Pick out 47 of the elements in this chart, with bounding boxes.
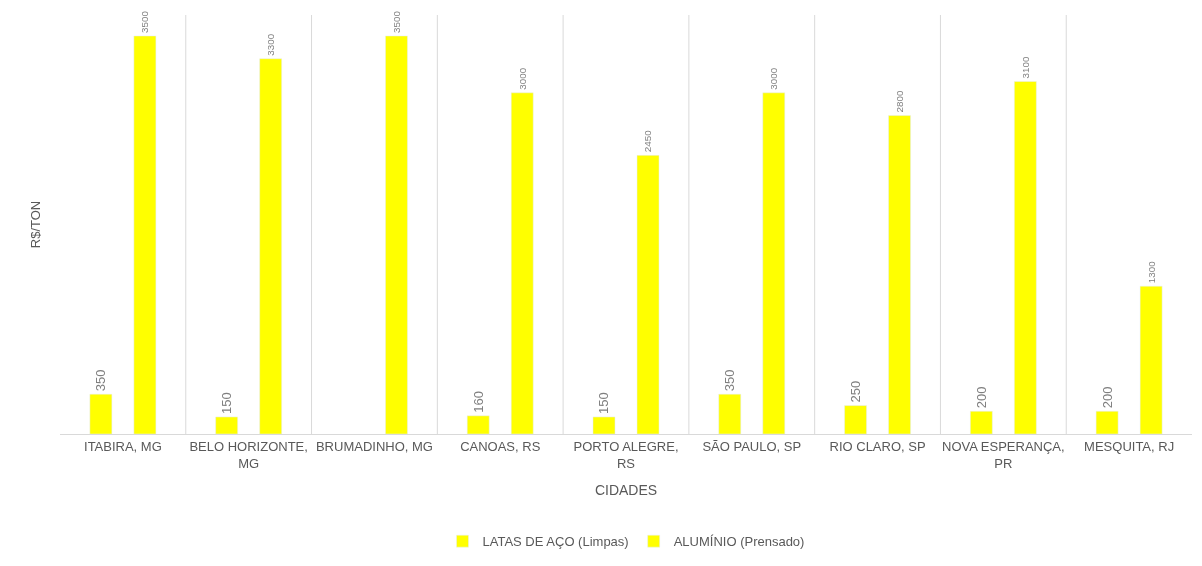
- x-tick-label: SÃO PAULO, SP: [702, 438, 802, 454]
- data-label: 200: [1099, 386, 1115, 409]
- x-tick-label: CANOAS, RS: [460, 438, 541, 454]
- data-label: 3000: [768, 67, 780, 90]
- bar: [718, 393, 742, 434]
- bar: [636, 155, 660, 434]
- x-tick-label: RIO CLARO, SP: [829, 438, 926, 454]
- bar: [844, 405, 867, 434]
- data-label: 2800: [893, 90, 905, 113]
- bar: [259, 58, 282, 434]
- data-label: 1300: [1145, 260, 1157, 284]
- data-label: 3000: [516, 67, 528, 90]
- data-label: 3300: [265, 33, 277, 56]
- x-tick-label: MESQUITA, RJ: [1084, 438, 1175, 454]
- y-axis-title: R$/TON: [27, 200, 43, 249]
- x-tick-label: NOVA ESPERANÇA, PR: [942, 438, 1065, 471]
- data-label: 350: [722, 369, 738, 392]
- bar: [215, 416, 238, 434]
- legend-label: ALUMÍNIO (Prensado): [673, 534, 805, 550]
- data-label: 150: [219, 392, 235, 414]
- x-tick-label: PORTO ALEGRE, RS: [573, 438, 679, 471]
- bar: [1139, 285, 1163, 434]
- data-label: 2450: [642, 129, 654, 153]
- bar: [592, 416, 616, 434]
- x-tick-label: BELO HORIZONTE, MG: [189, 438, 308, 471]
- data-label: 200: [973, 386, 989, 409]
- data-label: 150: [596, 392, 612, 414]
- bar: [133, 35, 157, 434]
- bar: [89, 393, 113, 434]
- data-label: 3500: [390, 10, 402, 33]
- bar: [1014, 81, 1037, 434]
- data-label: 3100: [1019, 55, 1031, 79]
- bar: [385, 35, 408, 434]
- legend-label: LATAS DE AÇO (Limpas): [482, 534, 629, 550]
- data-label: 160: [470, 391, 486, 413]
- bar: [762, 92, 786, 434]
- bar: [970, 411, 993, 434]
- data-label: 3500: [139, 10, 151, 33]
- x-axis-title: CIDADES: [594, 481, 658, 498]
- bar: [466, 415, 490, 434]
- x-tick-label: BRUMADINHO, MG: [315, 438, 433, 454]
- bar: [888, 115, 911, 434]
- bar: [1095, 411, 1119, 434]
- x-tick-label: ITABIRA, MG: [84, 438, 162, 454]
- data-label: 350: [93, 369, 109, 392]
- bar: [510, 92, 534, 434]
- data-label: 250: [848, 380, 864, 403]
